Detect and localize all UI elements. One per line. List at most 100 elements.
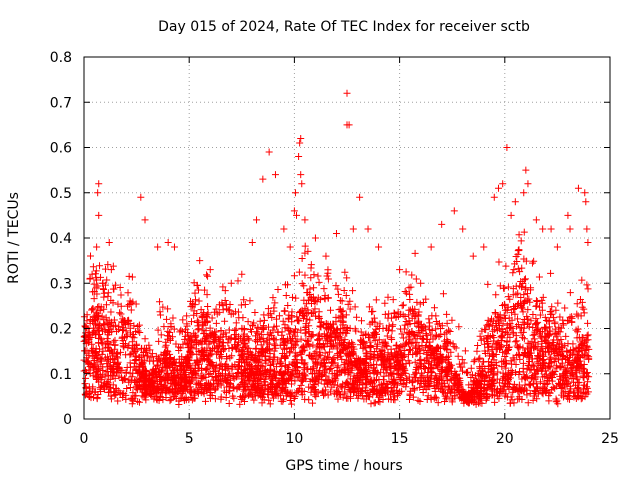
data-point-marker — [370, 360, 378, 368]
y-tick-label: 0.3 — [50, 276, 72, 292]
data-point-marker — [280, 225, 288, 233]
data-point-marker — [516, 351, 524, 359]
data-point-marker — [160, 323, 168, 331]
data-point-marker — [316, 322, 324, 330]
data-point-marker — [434, 399, 442, 407]
data-point-marker — [441, 392, 449, 400]
y-tick-label: 0.6 — [50, 141, 72, 157]
data-point-marker — [412, 366, 420, 374]
data-point-marker — [479, 372, 487, 380]
data-point-marker — [574, 325, 582, 333]
y-tick-label: 0.4 — [50, 231, 72, 247]
data-point-marker — [430, 354, 438, 362]
data-point-marker — [527, 381, 535, 389]
data-point-marker — [473, 347, 481, 355]
data-point-marker — [416, 300, 424, 308]
data-point-marker — [525, 295, 533, 303]
data-point-marker — [514, 321, 522, 329]
data-point-marker — [575, 392, 583, 400]
data-point-marker — [584, 239, 592, 247]
data-point-marker — [182, 393, 190, 401]
data-point-marker — [381, 299, 389, 307]
data-point-marker — [451, 392, 459, 400]
data-point-marker — [297, 326, 305, 334]
data-point-marker — [136, 398, 144, 406]
data-point-marker — [458, 356, 466, 364]
data-point-marker — [417, 355, 425, 363]
data-point-marker — [119, 315, 127, 323]
data-point-marker — [296, 139, 304, 147]
data-point-marker — [515, 246, 523, 254]
data-point-marker — [555, 340, 563, 348]
data-point-marker — [343, 89, 351, 97]
data-point-marker — [520, 315, 528, 323]
data-point-marker — [128, 273, 136, 281]
data-point-marker — [558, 391, 566, 399]
data-point-marker — [509, 291, 517, 299]
data-point-marker — [290, 272, 298, 280]
data-point-marker — [204, 302, 212, 310]
data-point-marker — [509, 269, 517, 277]
data-point-marker — [504, 293, 512, 301]
data-point-marker — [304, 306, 312, 314]
data-point-marker — [92, 373, 100, 381]
data-point-marker — [321, 390, 329, 398]
data-point-marker — [232, 325, 240, 333]
data-point-marker — [455, 360, 463, 368]
data-point-marker — [546, 327, 554, 335]
data-point-marker — [308, 384, 316, 392]
data-point-marker — [492, 291, 500, 299]
data-point-marker — [506, 399, 514, 407]
data-point-marker — [380, 379, 388, 387]
data-point-marker — [443, 319, 451, 327]
data-point-marker — [203, 317, 211, 325]
data-point-marker — [381, 310, 389, 318]
data-point-marker — [306, 342, 314, 350]
data-point-marker — [583, 390, 591, 398]
data-point-marker — [558, 384, 566, 392]
data-point-marker — [276, 358, 284, 366]
data-point-marker — [186, 349, 194, 357]
data-point-marker — [493, 339, 501, 347]
data-point-marker — [415, 308, 423, 316]
data-point-marker — [104, 331, 112, 339]
data-point-marker — [400, 380, 408, 388]
data-point-marker — [413, 338, 421, 346]
data-point-marker — [300, 371, 308, 379]
data-point-marker — [327, 342, 335, 350]
data-point-marker — [514, 343, 522, 351]
data-point-marker — [507, 366, 515, 374]
data-point-marker — [211, 334, 219, 342]
data-point-marker — [234, 369, 242, 377]
data-point-marker — [345, 339, 353, 347]
data-point-marker — [562, 373, 570, 381]
data-point-marker — [309, 341, 317, 349]
data-point-marker — [154, 243, 162, 251]
data-point-marker — [324, 275, 332, 283]
data-point-marker — [443, 310, 451, 318]
data-point-marker — [524, 345, 532, 353]
data-point-marker — [200, 330, 208, 338]
grid-lines — [84, 57, 610, 419]
data-point-marker — [476, 354, 484, 362]
data-point-marker — [266, 356, 274, 364]
data-point-marker — [456, 363, 464, 371]
data-point-marker — [89, 383, 97, 391]
data-point-marker — [308, 352, 316, 360]
data-point-marker — [297, 134, 305, 142]
data-point-marker — [301, 216, 309, 224]
data-point-marker — [104, 337, 112, 345]
data-point-marker — [252, 344, 260, 352]
data-point-marker — [284, 302, 292, 310]
data-point-marker — [547, 269, 555, 277]
data-point-marker — [124, 289, 132, 297]
data-point-marker — [108, 347, 116, 355]
data-point-marker — [99, 340, 107, 348]
data-point-marker — [566, 225, 574, 233]
data-point-marker — [399, 334, 407, 342]
data-point-marker — [326, 348, 334, 356]
data-point-marker — [561, 388, 569, 396]
data-point-marker — [292, 358, 300, 366]
data-point-marker — [288, 318, 296, 326]
data-point-marker — [163, 315, 171, 323]
